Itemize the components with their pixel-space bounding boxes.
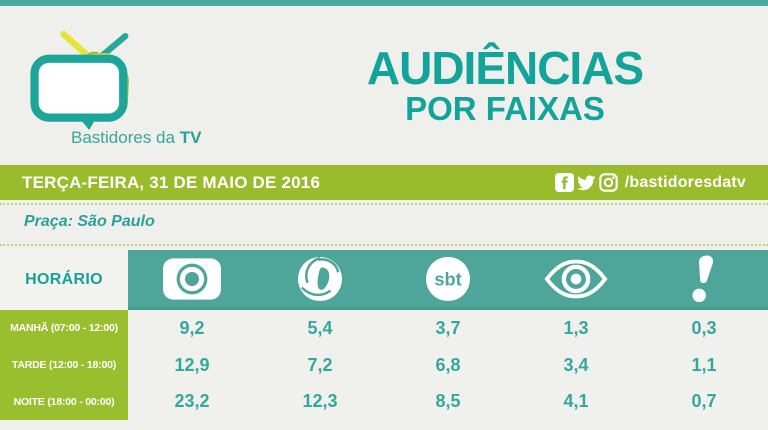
band-logo-icon: [544, 259, 608, 298]
cell-noite-record: 12,3: [302, 391, 338, 412]
cell-tarde-globo: 12,9: [174, 354, 210, 375]
title-line2: POR FAIXAS: [405, 90, 605, 128]
channel-redetv: [640, 250, 768, 307]
horario-header: HORÁRIO: [0, 250, 128, 310]
channel-logo-banner: sbt: [128, 250, 768, 310]
cell-noite-globo: 23,2: [174, 391, 210, 412]
date-label: TERÇA-FEIRA, 31 DE MAIO DE 2016: [22, 172, 321, 192]
cell-manha-globo: 9,2: [179, 317, 205, 338]
sbt-logo-icon: sbt: [425, 256, 471, 301]
dotted-divider-top: [0, 203, 768, 205]
cell-manha-redetv: 0,3: [691, 317, 717, 338]
cell-tarde-sbt: 6,8: [435, 354, 461, 375]
redetv-logo-icon: [692, 254, 714, 302]
channel-sbt: sbt: [384, 250, 512, 307]
cell-tarde-redetv: 1,1: [691, 354, 717, 375]
row-label-noite: NOITE (18:00 - 00:00): [0, 383, 128, 421]
cell-noite-sbt: 8,5: [435, 391, 461, 412]
social-links: /bastidoresdatv: [554, 173, 746, 192]
date-bar: TERÇA-FEIRA, 31 DE MAIO DE 2016 /bastido…: [0, 165, 768, 200]
title-line1: AUDIÊNCIAS: [366, 42, 644, 94]
brand-name-regular: Bastidores da: [71, 128, 180, 147]
table-row: TARDE (12:00 - 18:00) 12,9 7,2 6,8 3,4 1…: [0, 346, 768, 384]
cell-tarde-record: 7,2: [307, 354, 333, 375]
channel-band: [512, 250, 640, 307]
facebook-icon[interactable]: [554, 173, 574, 192]
location-label: Praça: São Paulo: [24, 213, 155, 230]
brand-logo: Bastidores da TV: [15, 24, 255, 154]
cell-manha-band: 1,3: [563, 317, 589, 338]
cell-tarde-band: 3,4: [563, 354, 589, 375]
cell-manha-record: 5,4: [307, 317, 333, 338]
table-row: NOITE (18:00 - 00:00) 23,2 12,3 8,5 4,1 …: [0, 383, 768, 421]
globo-logo-icon: [163, 257, 221, 300]
brand-name-bold: TV: [179, 128, 202, 147]
row-label-manha: MANHÃ (07:00 - 12:00): [0, 310, 128, 347]
record-logo-icon: [297, 256, 343, 301]
instagram-icon[interactable]: [599, 173, 618, 192]
cell-noite-band: 4,1: [563, 391, 589, 412]
brand-name: Bastidores da TV: [71, 128, 201, 148]
table-body: MANHÃ (07:00 - 12:00) 9,2 5,4 3,7 1,3 0,…: [0, 310, 768, 421]
row-label-tarde: TARDE (12:00 - 18:00): [0, 346, 128, 384]
top-accent-bar: [0, 0, 768, 6]
table-header-row: HORÁRIO: [0, 250, 768, 310]
dotted-divider-bottom: [0, 244, 768, 246]
table-row: MANHÃ (07:00 - 12:00) 9,2 5,4 3,7 1,3 0,…: [0, 310, 768, 347]
twitter-icon[interactable]: [577, 173, 596, 192]
tv-logo-icon: [30, 30, 129, 130]
svg-text:sbt: sbt: [434, 269, 461, 289]
page-title: AUDIÊNCIAS POR FAIXAS: [270, 44, 740, 127]
channel-record: [256, 250, 384, 307]
channel-globo: [128, 250, 256, 307]
cell-manha-sbt: 3,7: [435, 317, 461, 338]
cell-noite-redetv: 0,7: [691, 391, 717, 412]
social-handle[interactable]: /bastidoresdatv: [624, 173, 746, 191]
audience-table: HORÁRIO: [0, 250, 768, 421]
